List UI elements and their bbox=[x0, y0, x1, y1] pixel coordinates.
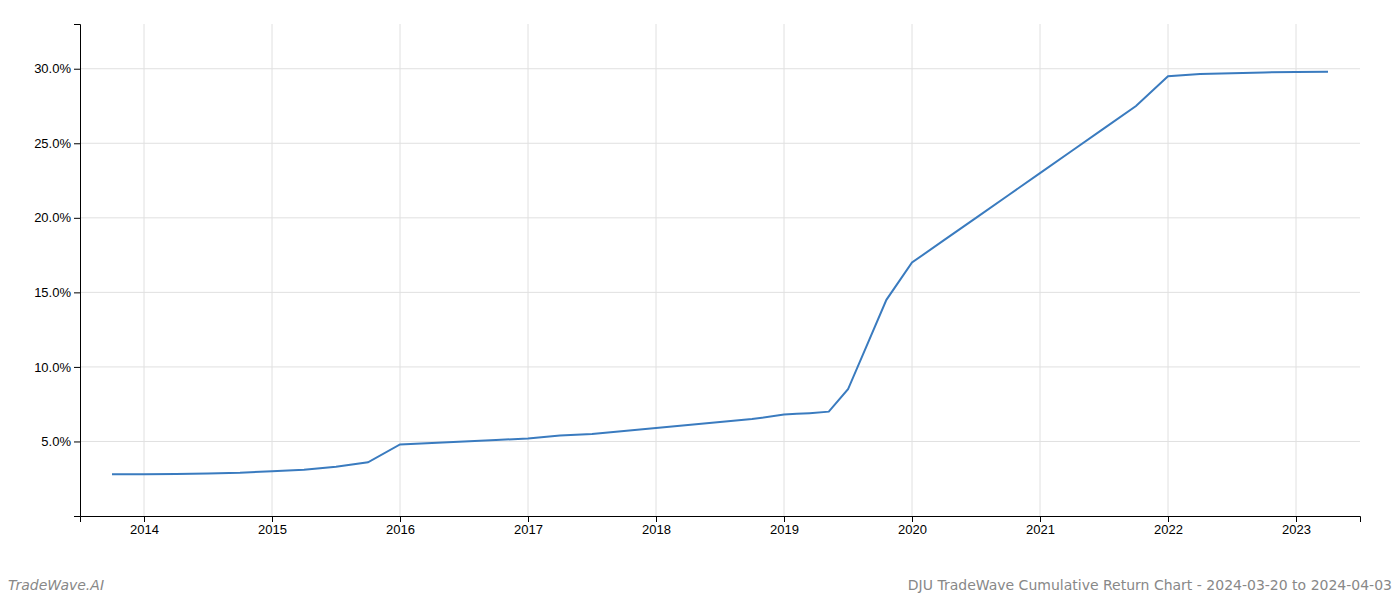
y-tick: 25.0% bbox=[34, 136, 80, 151]
x-tick-label: 2018 bbox=[642, 522, 671, 537]
plot-area bbox=[112, 72, 1328, 475]
x-tick-mark bbox=[1168, 516, 1169, 522]
line bbox=[112, 72, 1328, 475]
chart: 2014 2015 2016 2017 2018 2019 2020 2021 2022 2023… bbox=[0, 0, 1400, 600]
x-tick: 2016 bbox=[386, 516, 415, 537]
watermark: TradeWave.AI bbox=[8, 577, 104, 593]
grid-line-x bbox=[784, 24, 785, 516]
x-tick-mark bbox=[400, 516, 401, 522]
y-tick: 10.0% bbox=[34, 360, 80, 375]
grid-line-x bbox=[912, 24, 913, 516]
grid-line-x bbox=[400, 24, 401, 516]
grid-line-y bbox=[80, 441, 1360, 442]
grid-line-x bbox=[1040, 24, 1041, 516]
y-axis-line bbox=[74, 25, 81, 517]
grid-line-y bbox=[80, 292, 1360, 293]
y-tick-mark bbox=[74, 143, 80, 144]
y-tick-mark bbox=[74, 441, 80, 442]
x-tick-mark bbox=[1296, 516, 1297, 522]
y-tick-mark bbox=[74, 292, 80, 293]
x-tick: 2014 bbox=[130, 516, 159, 537]
x-tick: 2017 bbox=[514, 516, 543, 537]
grid-line-y bbox=[80, 68, 1360, 69]
x-tick-label: 2016 bbox=[386, 522, 415, 537]
x-tick-label: 2023 bbox=[1282, 522, 1311, 537]
x-tick: 2020 bbox=[898, 516, 927, 537]
x-tick-mark bbox=[1040, 516, 1041, 522]
x-tick-label: 2015 bbox=[258, 522, 287, 537]
x-tick-label: 2017 bbox=[514, 522, 543, 537]
x-tick-mark bbox=[656, 516, 657, 522]
x-tick-label: 2019 bbox=[770, 522, 799, 537]
grid-line-x bbox=[272, 24, 273, 516]
y-tick-label: 20.0% bbox=[34, 210, 71, 225]
grid-line-x bbox=[1168, 24, 1169, 516]
x-tick-label: 2022 bbox=[1154, 522, 1183, 537]
x-tick-mark bbox=[912, 516, 913, 522]
grid-line-y bbox=[80, 143, 1360, 144]
x-tick-mark bbox=[144, 516, 145, 522]
x-axis-line bbox=[81, 517, 1361, 523]
y-tick: 15.0% bbox=[34, 285, 80, 300]
y-tick-mark bbox=[74, 218, 80, 219]
grid-line-x bbox=[528, 24, 529, 516]
y-tick-label: 10.0% bbox=[34, 360, 71, 375]
y-tick-label: 5.0% bbox=[41, 434, 71, 449]
x-tick-label: 2014 bbox=[130, 522, 159, 537]
x-tick-label: 2021 bbox=[1026, 522, 1055, 537]
x-tick: 2021 bbox=[1026, 516, 1055, 537]
x-tick: 2022 bbox=[1154, 516, 1183, 537]
y-tick-mark bbox=[74, 367, 80, 368]
grid-line-x bbox=[1296, 24, 1297, 516]
y-tick: 30.0% bbox=[34, 61, 80, 76]
y-tick-label: 25.0% bbox=[34, 136, 71, 151]
x-tick-mark bbox=[272, 516, 273, 522]
y-tick-label: 15.0% bbox=[34, 285, 71, 300]
x-tick-mark bbox=[528, 516, 529, 522]
x-tick: 2023 bbox=[1282, 516, 1311, 537]
y-axis: 5.0% 10.0% 15.0% 20.0% 25.0% 30.0% bbox=[34, 25, 80, 517]
y-tick-mark bbox=[74, 69, 80, 70]
x-tick: 2015 bbox=[258, 516, 287, 537]
title: DJU TradeWave Cumulative Return Chart - … bbox=[908, 577, 1392, 593]
grid-line-y bbox=[80, 366, 1360, 367]
x-tick: 2018 bbox=[642, 516, 671, 537]
grid-line-x bbox=[144, 24, 145, 516]
x-tick: 2019 bbox=[770, 516, 799, 537]
x-axis: 2014 2015 2016 2017 2018 2019 2020 2021 2022 2023 bbox=[81, 516, 1361, 537]
grid bbox=[80, 24, 1360, 516]
x-tick-mark bbox=[784, 516, 785, 522]
grid-line-x bbox=[656, 24, 657, 516]
x-tick-label: 2020 bbox=[898, 522, 927, 537]
y-tick-label: 30.0% bbox=[34, 61, 71, 76]
y-tick: 20.0% bbox=[34, 210, 80, 225]
y-tick: 5.0% bbox=[41, 434, 80, 449]
grid-line-y bbox=[80, 217, 1360, 218]
